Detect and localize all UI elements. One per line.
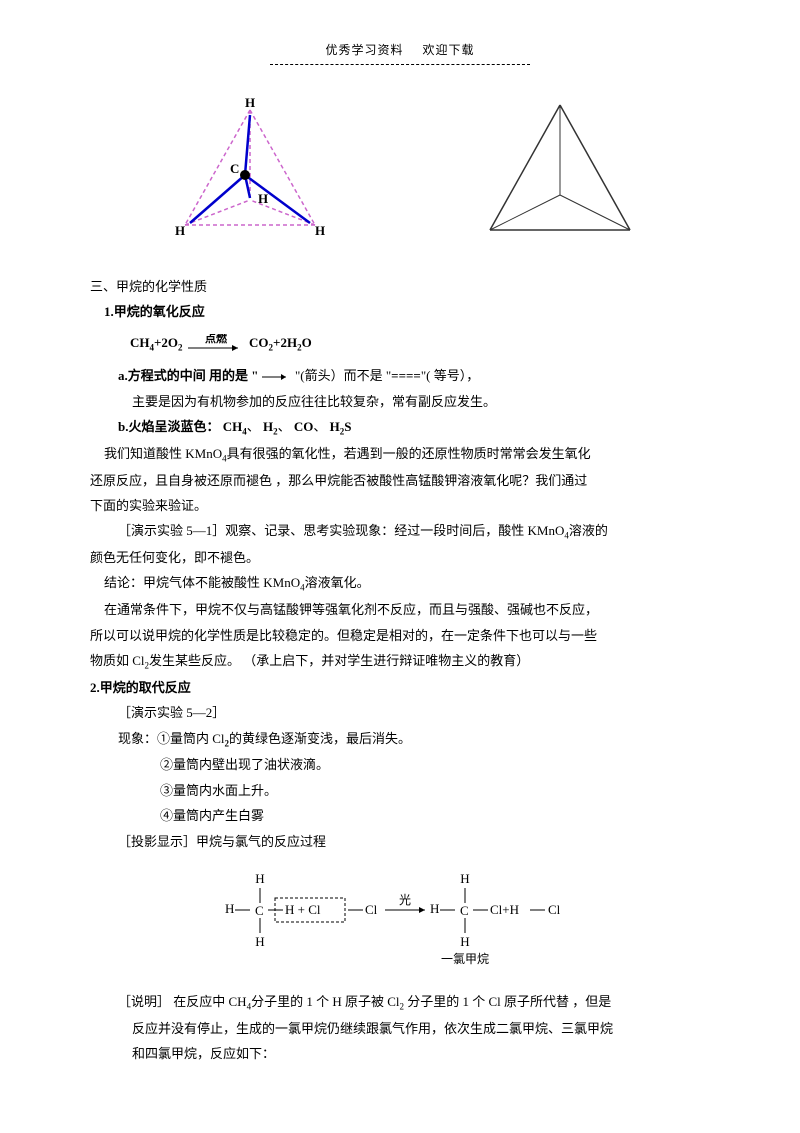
- sub1-title: 1.甲烷的氧化反应: [104, 300, 710, 323]
- note-b: b.火焰呈淡蓝色： CH4、 H2、 CO、 H2S: [118, 415, 710, 440]
- svg-text:光: 光: [399, 893, 411, 907]
- sub2-title: 2.甲烷的取代反应: [90, 676, 710, 699]
- para-8: 所以可以说甲烷的化学性质是比较稳定的。但稳定是相对的，在一定条件下也可以与一些: [90, 624, 710, 647]
- note-a-line2: 主要是因为有机物参加的反应往往比较复杂，常有副反应发生。: [132, 390, 710, 413]
- s2-p1: ［演示实验 5—2］: [118, 701, 710, 724]
- para-4: ［演示实验 5—1］观察、记录、思考实验现象：经过一段时间后，酸性 KMnO4溶…: [118, 519, 710, 544]
- svg-text:一氯甲烷: 一氯甲烷: [441, 952, 489, 966]
- svg-text:C: C: [230, 161, 239, 176]
- header-title-2: 欢迎下载: [423, 43, 475, 57]
- s2-p4: ③量筒内水面上升。: [160, 779, 710, 802]
- eq-rhs: CO: [249, 335, 269, 350]
- section-3-title: 三、甲烷的化学性质: [90, 275, 710, 298]
- svg-text:Cl+H: Cl+H: [490, 902, 519, 917]
- s2-p2: 现象：①量筒内 Cl2的黄绿色逐渐变浅，最后消失。: [118, 727, 710, 752]
- svg-text:C: C: [460, 903, 469, 918]
- eq-plus2: +2H: [273, 335, 297, 350]
- header-underline: [270, 64, 530, 65]
- svg-text:H: H: [315, 223, 325, 238]
- para-2: 还原反应，且自身被还原而褪色 ，那么甲烷能否被酸性高锰酸钾溶液氧化呢？我们通过: [90, 469, 710, 492]
- tetrahedron-wireframe-diagram: [470, 95, 650, 245]
- eq-plus1: +2O: [154, 335, 178, 350]
- eq-end: O: [302, 335, 312, 350]
- svg-text:H: H: [430, 901, 439, 916]
- combustion-equation: CH4+2O2 点燃 CO2+2H2O: [130, 331, 710, 356]
- svg-text:H: H: [460, 934, 469, 949]
- diagram-row: H H H H C: [90, 95, 710, 245]
- svg-text:Cl: Cl: [548, 902, 561, 917]
- svg-text:H: H: [255, 871, 264, 886]
- arrow-label: 点燃: [205, 334, 228, 345]
- svg-text:Cl: Cl: [365, 902, 378, 917]
- svg-text:H: H: [175, 223, 185, 238]
- svg-text:H: H: [245, 95, 255, 110]
- s2-p6: ［投影显示］甲烷与氯气的反应过程: [118, 830, 710, 853]
- arrow-inline-icon: [262, 372, 292, 382]
- svg-text:H: H: [460, 871, 469, 886]
- explain-p3: 和四氯甲烷，反应如下：: [132, 1042, 710, 1065]
- s2-p5: ④量筒内产生白雾: [160, 804, 710, 827]
- para-3: 下面的实验来验证。: [90, 494, 710, 517]
- note-a-line1: a.方程式的中间 用的是 " "(箭头）而不是 "===="( 等号），: [118, 364, 710, 387]
- svg-text:C: C: [255, 903, 264, 918]
- para-5: 颜色无任何变化，即不褪色。: [90, 546, 710, 569]
- svg-text:H + Cl: H + Cl: [285, 902, 321, 917]
- para-1: 我们知道酸性 KMnO4具有很强的氧化性，若遇到一般的还原性物质时常常会发生氧化: [104, 442, 710, 467]
- svg-text:H: H: [258, 191, 268, 206]
- para-9: 物质如 Cl2发生某些反应。 （承上启下，并对学生进行辩证唯物主义的教育）: [90, 649, 710, 674]
- page-header: 优秀学习资料 欢迎下载: [90, 40, 710, 65]
- explain-p2: 反应并没有停止，生成的一氯甲烷仍继续跟氯气作用，依次生成二氯甲烷、三氯甲烷: [132, 1017, 710, 1040]
- svg-text:H: H: [255, 934, 264, 949]
- svg-text:H: H: [225, 901, 234, 916]
- s2-p3: ②量筒内壁出现了油状液滴。: [160, 753, 710, 776]
- header-title-1: 优秀学习资料: [325, 43, 403, 57]
- para-7: 在通常条件下，甲烷不仅与高锰酸钾等强氧化剂不反应，而且与强酸、强碱也不反应，: [104, 598, 710, 621]
- substitution-reaction-diagram: H H C H + Cl Cl H 光 H H C Cl+H Cl H 一氯甲烷: [90, 868, 710, 975]
- para-6: 结论：甲烷气体不能被酸性 KMnO4溶液氧化。: [104, 571, 710, 596]
- explain-p1: ［说明］ 在反应中 CH4分子里的 1 个 H 原子被 Cl2 分子里的 1 个…: [118, 990, 710, 1015]
- arrow-icon: 点燃: [186, 334, 246, 354]
- eq-lhs: CH: [130, 335, 150, 350]
- eq-sub2: 2: [178, 343, 183, 353]
- methane-tetrahedron-diagram: H H H H C: [150, 95, 350, 245]
